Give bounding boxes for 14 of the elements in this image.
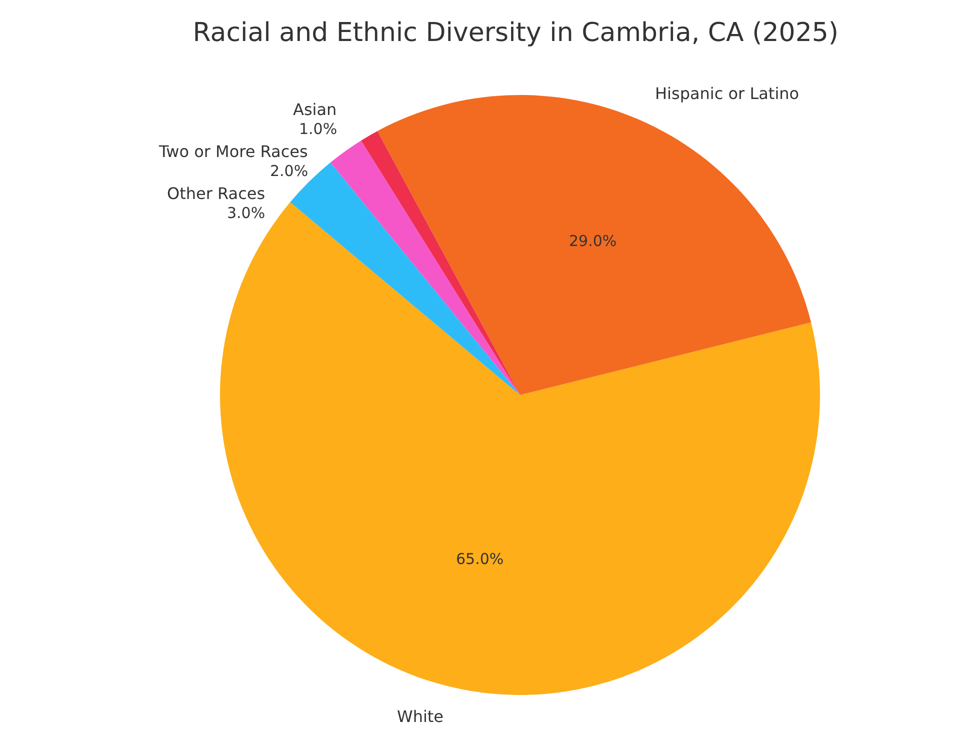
slice-label: Two or More Races <box>158 142 308 161</box>
pie-slice <box>330 140 520 395</box>
slice-label: Asian <box>293 100 337 119</box>
data-label: 2.0% <box>270 162 308 180</box>
data-label: 29.0% <box>569 232 617 250</box>
pie-slice <box>361 131 520 395</box>
slice-label: White <box>397 707 444 726</box>
data-label: 3.0% <box>227 204 266 222</box>
pie-slice <box>220 202 820 695</box>
slice-label: Hispanic or Latino <box>655 84 800 103</box>
data-label: 1.0% <box>299 120 338 138</box>
slice-label: Other Races <box>167 184 266 203</box>
data-label: 65.0% <box>456 550 504 568</box>
chart-title: Racial and Ethnic Diversity in Cambria, CA (2025) <box>192 18 839 48</box>
